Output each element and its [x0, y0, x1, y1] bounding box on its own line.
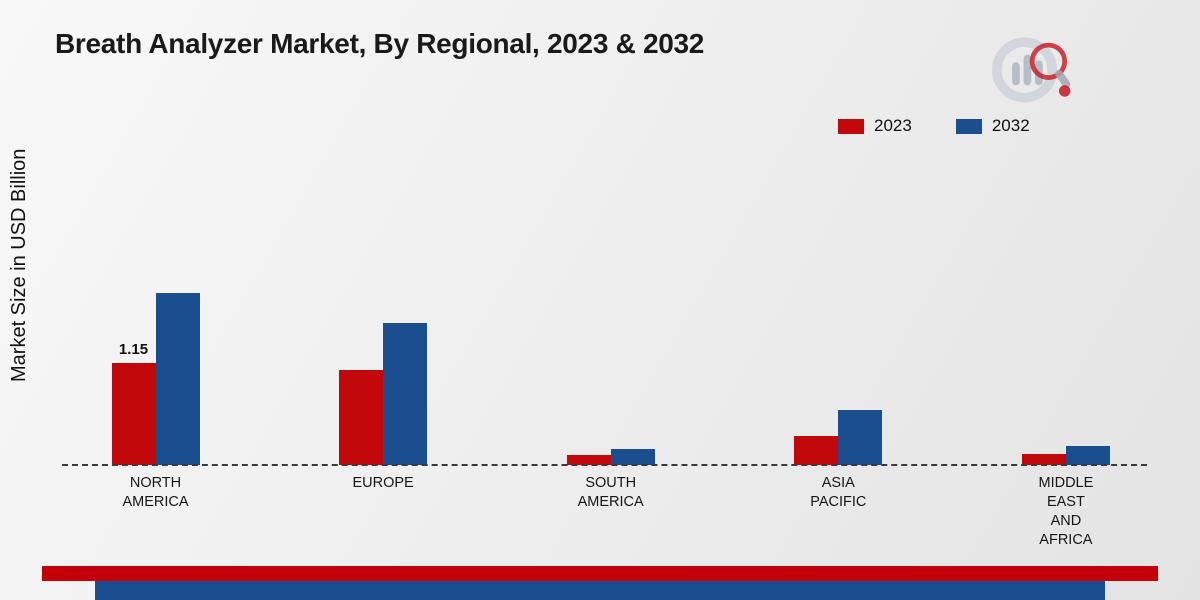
legend-swatch-icon [955, 118, 982, 134]
bar-2023-south-america [566, 455, 611, 465]
bar-value-label: 1.15 [118, 341, 149, 358]
category-label: NORTH AMERICA [122, 475, 189, 510]
bar-2032-middle-east-and-africa [1065, 446, 1110, 465]
bar-2032-europe [383, 323, 428, 465]
bar-2023-middle-east-and-africa [1021, 453, 1066, 465]
bar-chart: 1.15 [42, 0, 1158, 465]
legend-label: 2023 [874, 116, 912, 135]
bar-2023-asia-pacific [794, 435, 839, 465]
category-label: EUROPE [352, 475, 414, 491]
category-label: MIDDLE EAST AND AFRICA [1038, 475, 1094, 548]
bar-group: 1.15 [111, 292, 200, 465]
bar-2023-europe [339, 370, 384, 465]
category-label: ASIA PACIFIC [810, 475, 867, 510]
bar-group [1021, 446, 1110, 465]
x-axis-baseline [62, 464, 1147, 466]
bar-2032-asia-pacific [838, 410, 883, 465]
chart-title: Breath Analyzer Market, By Regional, 202… [55, 28, 705, 59]
bar-group [339, 323, 428, 465]
legend-swatch-icon [838, 118, 864, 134]
legend-item-2032: 2032 [955, 116, 1030, 136]
footer-red-bar [42, 566, 1158, 581]
bar-2032-south-america [610, 449, 655, 465]
legend-item-2023: 2023 [838, 116, 912, 136]
brand-logo-icon [992, 37, 1071, 103]
bar-2032-north-america [155, 292, 200, 465]
bar-group [566, 449, 655, 465]
y-axis-label: Market Size in USD Billion [8, 148, 30, 382]
legend-label: 2032 [991, 116, 1030, 135]
footer-blue-bar [95, 581, 1105, 600]
category-label: SOUTH AMERICA [577, 475, 644, 510]
bar-group [794, 410, 883, 465]
legend: 2023 2032 [838, 116, 1030, 136]
bar-2023-north-america: 1.15 [111, 341, 156, 465]
